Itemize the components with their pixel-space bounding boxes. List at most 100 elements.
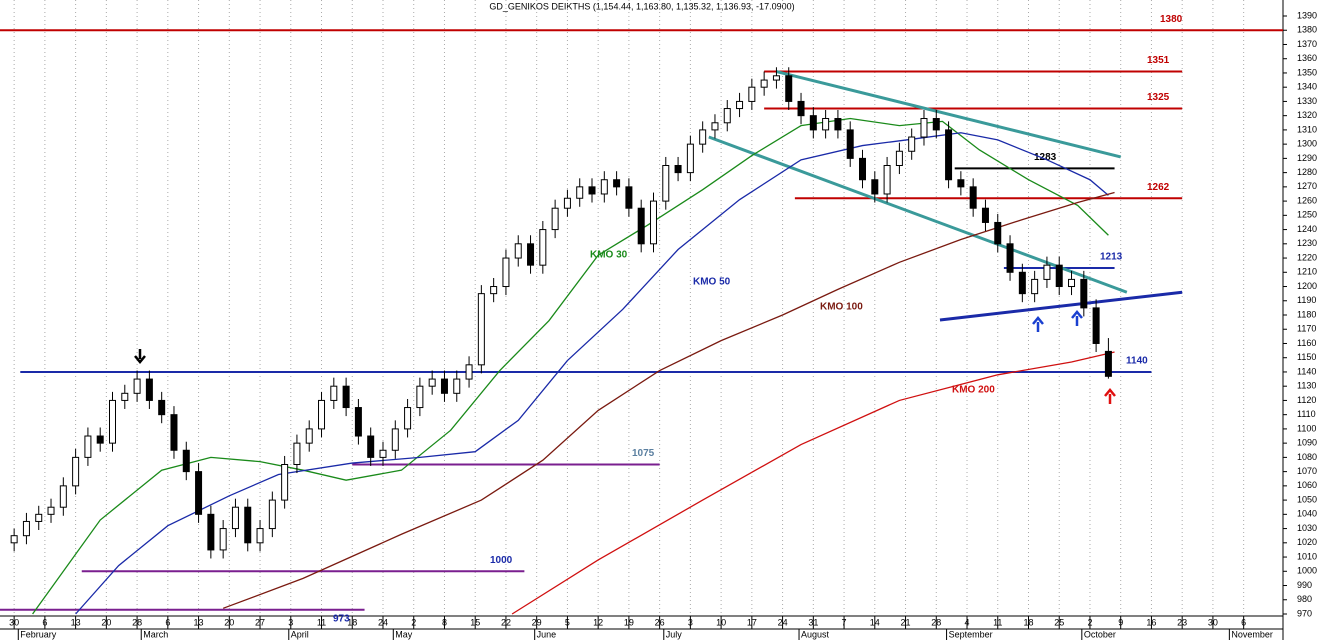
y-tick-label: 980 — [1297, 594, 1312, 604]
x-tick-label: 5 — [565, 617, 570, 627]
level-label: 1000 — [490, 555, 513, 566]
candle-body — [1018, 271, 1026, 295]
x-tick-label: 6 — [165, 617, 170, 627]
y-tick-label: 970 — [1297, 608, 1312, 618]
level-label: 1325 — [1147, 92, 1170, 103]
candle-body — [723, 108, 731, 124]
candle-body — [244, 506, 252, 544]
candle-body — [809, 115, 817, 131]
candle-body — [391, 428, 399, 451]
candle-body — [649, 200, 657, 245]
y-tick-label: 1080 — [1297, 452, 1317, 462]
y-tick-label: 1230 — [1297, 238, 1317, 248]
candle-body — [846, 129, 854, 159]
x-tick-label: 12 — [593, 617, 603, 627]
x-tick-label: 3 — [288, 617, 293, 627]
trend-line — [939, 290, 1183, 322]
x-tick-label: 15 — [470, 617, 480, 627]
y-tick-label: 990 — [1297, 580, 1312, 590]
candle-body — [502, 257, 510, 288]
candle-body — [871, 179, 879, 195]
y-tick-label: 1100 — [1297, 423, 1316, 433]
candle-body — [219, 528, 227, 551]
candle-body — [318, 399, 326, 430]
candle-body — [96, 435, 104, 444]
candle-body — [981, 207, 989, 223]
candle-body — [416, 385, 424, 409]
y-tick-label: 1050 — [1297, 494, 1317, 504]
y-tick-label: 1330 — [1297, 96, 1317, 106]
candle-body — [490, 286, 498, 295]
candle-body — [231, 506, 239, 530]
level-label: 1262 — [1147, 182, 1170, 193]
candle-body — [785, 75, 793, 102]
annotations — [134, 310, 1116, 404]
candle-body — [834, 118, 842, 131]
candle-body — [1031, 278, 1039, 295]
candle-body — [1006, 243, 1014, 273]
y-tick-label: 1060 — [1297, 480, 1317, 490]
y-tick-label: 1040 — [1297, 509, 1317, 519]
candle-body — [1104, 350, 1112, 377]
candle-body — [1068, 278, 1076, 288]
candle-body — [957, 179, 965, 188]
level-label: 1351 — [1147, 55, 1170, 66]
arrow-down — [134, 349, 146, 364]
candle-body — [699, 129, 707, 145]
candle-body — [182, 449, 190, 473]
candle-body — [47, 506, 55, 515]
x-tick-label: 6 — [42, 617, 47, 627]
y-tick-label: 1390 — [1297, 10, 1317, 20]
candle-body — [932, 118, 940, 131]
y-tick-label: 1110 — [1297, 409, 1316, 419]
candle-body — [969, 186, 977, 209]
month-label: March — [143, 629, 168, 639]
y-tick-label: 1150 — [1297, 352, 1316, 362]
x-tick-label: 4 — [965, 617, 970, 627]
x-tick-label: 6 — [1241, 617, 1246, 627]
x-tick-label: 11 — [317, 617, 326, 627]
x-tick-label: 20 — [224, 617, 234, 627]
candle-body — [563, 197, 571, 209]
candle-body — [859, 157, 867, 181]
candle-body — [760, 79, 768, 88]
candle-body — [797, 100, 805, 117]
candle-body — [256, 528, 264, 544]
y-tick-label: 1130 — [1297, 381, 1316, 391]
x-tick-label: 22 — [501, 617, 511, 627]
x-tick-label: 8 — [442, 617, 447, 627]
x-tick-label: 10 — [716, 617, 726, 627]
candle-body — [109, 399, 117, 444]
y-tick-label: 1000 — [1297, 566, 1317, 576]
candle-body — [945, 129, 953, 181]
month-label: August — [801, 629, 830, 639]
candle-body — [170, 414, 178, 451]
trend-line — [776, 70, 1122, 159]
candle-body — [354, 407, 362, 437]
candle-body — [1055, 264, 1063, 288]
y-tick-label: 1180 — [1297, 309, 1316, 319]
level-label: 1140 — [1126, 356, 1148, 367]
y-tick-label: 1210 — [1297, 267, 1317, 277]
y-tick-label: 1260 — [1297, 195, 1317, 205]
arrow-up — [1104, 388, 1116, 404]
level-label: 1380 — [1160, 14, 1183, 25]
candle-body — [465, 364, 473, 380]
candle-body — [1043, 264, 1051, 280]
arrow-up — [1071, 310, 1083, 326]
y-tick-label: 1120 — [1297, 395, 1316, 405]
candle-body — [367, 435, 375, 458]
y-tick-label: 1190 — [1297, 295, 1316, 305]
y-tick-label: 1340 — [1297, 82, 1317, 92]
chart-title: GD_GENIKOS DEIKTHS (1,154.44, 1,163.80, … — [489, 1, 794, 11]
y-tick-label: 1270 — [1297, 181, 1317, 191]
candle-body — [908, 136, 916, 152]
x-tick-label: 28 — [132, 617, 142, 627]
x-tick-label: 11 — [993, 617, 1002, 627]
y-tick-label: 1170 — [1297, 324, 1316, 334]
month-label: September — [949, 629, 993, 639]
candle-body — [736, 100, 744, 110]
month-label: November — [1231, 629, 1273, 639]
y-tick-label: 1350 — [1297, 67, 1317, 77]
y-tick-label: 1250 — [1297, 210, 1317, 220]
